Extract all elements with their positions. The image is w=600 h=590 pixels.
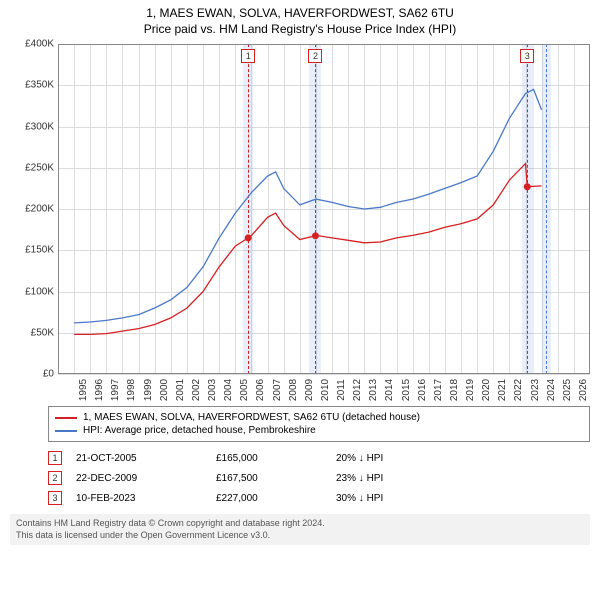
gridline-h (58, 374, 590, 375)
y-tick-label: £0 (43, 369, 58, 380)
x-tick-label: 2015 (397, 379, 412, 401)
footer-line-2: This data is licensed under the Open Gov… (16, 530, 584, 542)
events-table: 1 21-OCT-2005£165,00020% ↓ HPI 2 22-DEC-200… (48, 448, 590, 508)
series-hpi (74, 89, 541, 323)
y-tick-label: £100K (25, 286, 58, 297)
y-tick-label: £50K (31, 327, 58, 338)
x-tick-label: 2003 (203, 379, 218, 401)
x-tick-label: 2001 (171, 379, 186, 401)
legend-label: HPI: Average price, detached house, Pemb… (83, 425, 316, 436)
x-tick-label: 2002 (187, 379, 202, 401)
sale-point (312, 232, 319, 239)
event-price: £167,500 (216, 473, 336, 484)
footer: Contains HM Land Registry data © Crown c… (10, 514, 590, 545)
legend-item: HPI: Average price, detached house, Pemb… (55, 424, 583, 437)
event-marker-1: 1 (241, 49, 255, 63)
x-tick-label: 2004 (219, 379, 234, 401)
x-tick-label: 2020 (477, 379, 492, 401)
event-row-marker: 2 (48, 471, 62, 485)
event-row: 3 10-FEB-2023£227,00030% ↓ HPI (48, 488, 590, 508)
event-delta: 23% ↓ HPI (336, 473, 456, 484)
x-tick-label: 2010 (316, 379, 331, 401)
y-tick-label: £300K (25, 121, 58, 132)
event-row: 1 21-OCT-2005£165,00020% ↓ HPI (48, 448, 590, 468)
x-tick-label: 1995 (74, 379, 89, 401)
title-line-1: 1, MAES EWAN, SOLVA, HAVERFORDWEST, SA62… (0, 0, 600, 20)
series-property (74, 164, 541, 335)
event-row-marker: 1 (48, 451, 62, 465)
series-svg (58, 44, 590, 374)
x-tick-label: 1997 (106, 379, 121, 401)
x-tick-label: 2018 (445, 379, 460, 401)
x-tick-label: 2005 (235, 379, 250, 401)
x-tick-label: 2014 (380, 379, 395, 401)
x-tick-label: 2019 (461, 379, 476, 401)
y-tick-label: £150K (25, 245, 58, 256)
x-tick-label: 2021 (493, 379, 508, 401)
x-tick-label: 2011 (332, 379, 347, 401)
x-tick-label: 1999 (139, 379, 154, 401)
y-tick-label: £250K (25, 162, 58, 173)
x-tick-label: 2006 (251, 379, 266, 401)
y-tick-label: £400K (25, 39, 58, 50)
y-tick-label: £350K (25, 80, 58, 91)
legend: 1, MAES EWAN, SOLVA, HAVERFORDWEST, SA62… (48, 406, 590, 442)
event-date: 21-OCT-2005 (76, 453, 216, 464)
x-tick-label: 2009 (300, 379, 315, 401)
x-tick-label: 2025 (558, 379, 573, 401)
event-date: 22-DEC-2009 (76, 473, 216, 484)
x-tick-label: 2022 (509, 379, 524, 401)
y-tick-label: £200K (25, 204, 58, 215)
plot-area: £0£50K£100K£150K£200K£250K£300K£350K£400… (58, 44, 590, 374)
event-row-marker: 3 (48, 491, 62, 505)
legend-label: 1, MAES EWAN, SOLVA, HAVERFORDWEST, SA62… (83, 412, 420, 423)
x-tick-label: 2023 (526, 379, 541, 401)
x-tick-label: 2013 (364, 379, 379, 401)
event-row: 2 22-DEC-2009£167,50023% ↓ HPI (48, 468, 590, 488)
event-marker-2: 2 (308, 49, 322, 63)
x-tick-label: 2012 (348, 379, 363, 401)
title-line-2: Price paid vs. HM Land Registry's House … (0, 20, 600, 36)
x-tick-label: 2008 (284, 379, 299, 401)
event-date: 10-FEB-2023 (76, 493, 216, 504)
x-tick-label: 2007 (268, 379, 283, 401)
event-price: £227,000 (216, 493, 336, 504)
legend-item: 1, MAES EWAN, SOLVA, HAVERFORDWEST, SA62… (55, 411, 583, 424)
event-delta: 20% ↓ HPI (336, 453, 456, 464)
x-tick-label: 2016 (413, 379, 428, 401)
event-delta: 30% ↓ HPI (336, 493, 456, 504)
footer-line-1: Contains HM Land Registry data © Crown c… (16, 518, 584, 530)
x-tick-label: 2000 (155, 379, 170, 401)
legend-swatch (55, 430, 77, 432)
event-marker-3: 3 (520, 49, 534, 63)
chart-container: 1, MAES EWAN, SOLVA, HAVERFORDWEST, SA62… (0, 0, 600, 590)
chart-area: £0£50K£100K£150K£200K£250K£300K£350K£400… (10, 44, 590, 374)
sale-point (245, 234, 252, 241)
event-price: £165,000 (216, 453, 336, 464)
x-tick-label: 2024 (542, 379, 557, 401)
legend-swatch (55, 417, 77, 419)
x-tick-label: 2017 (429, 379, 444, 401)
sale-point (524, 183, 531, 190)
x-tick-label: 2026 (574, 379, 589, 401)
x-tick-label: 1996 (90, 379, 105, 401)
x-tick-label: 1998 (122, 379, 137, 401)
